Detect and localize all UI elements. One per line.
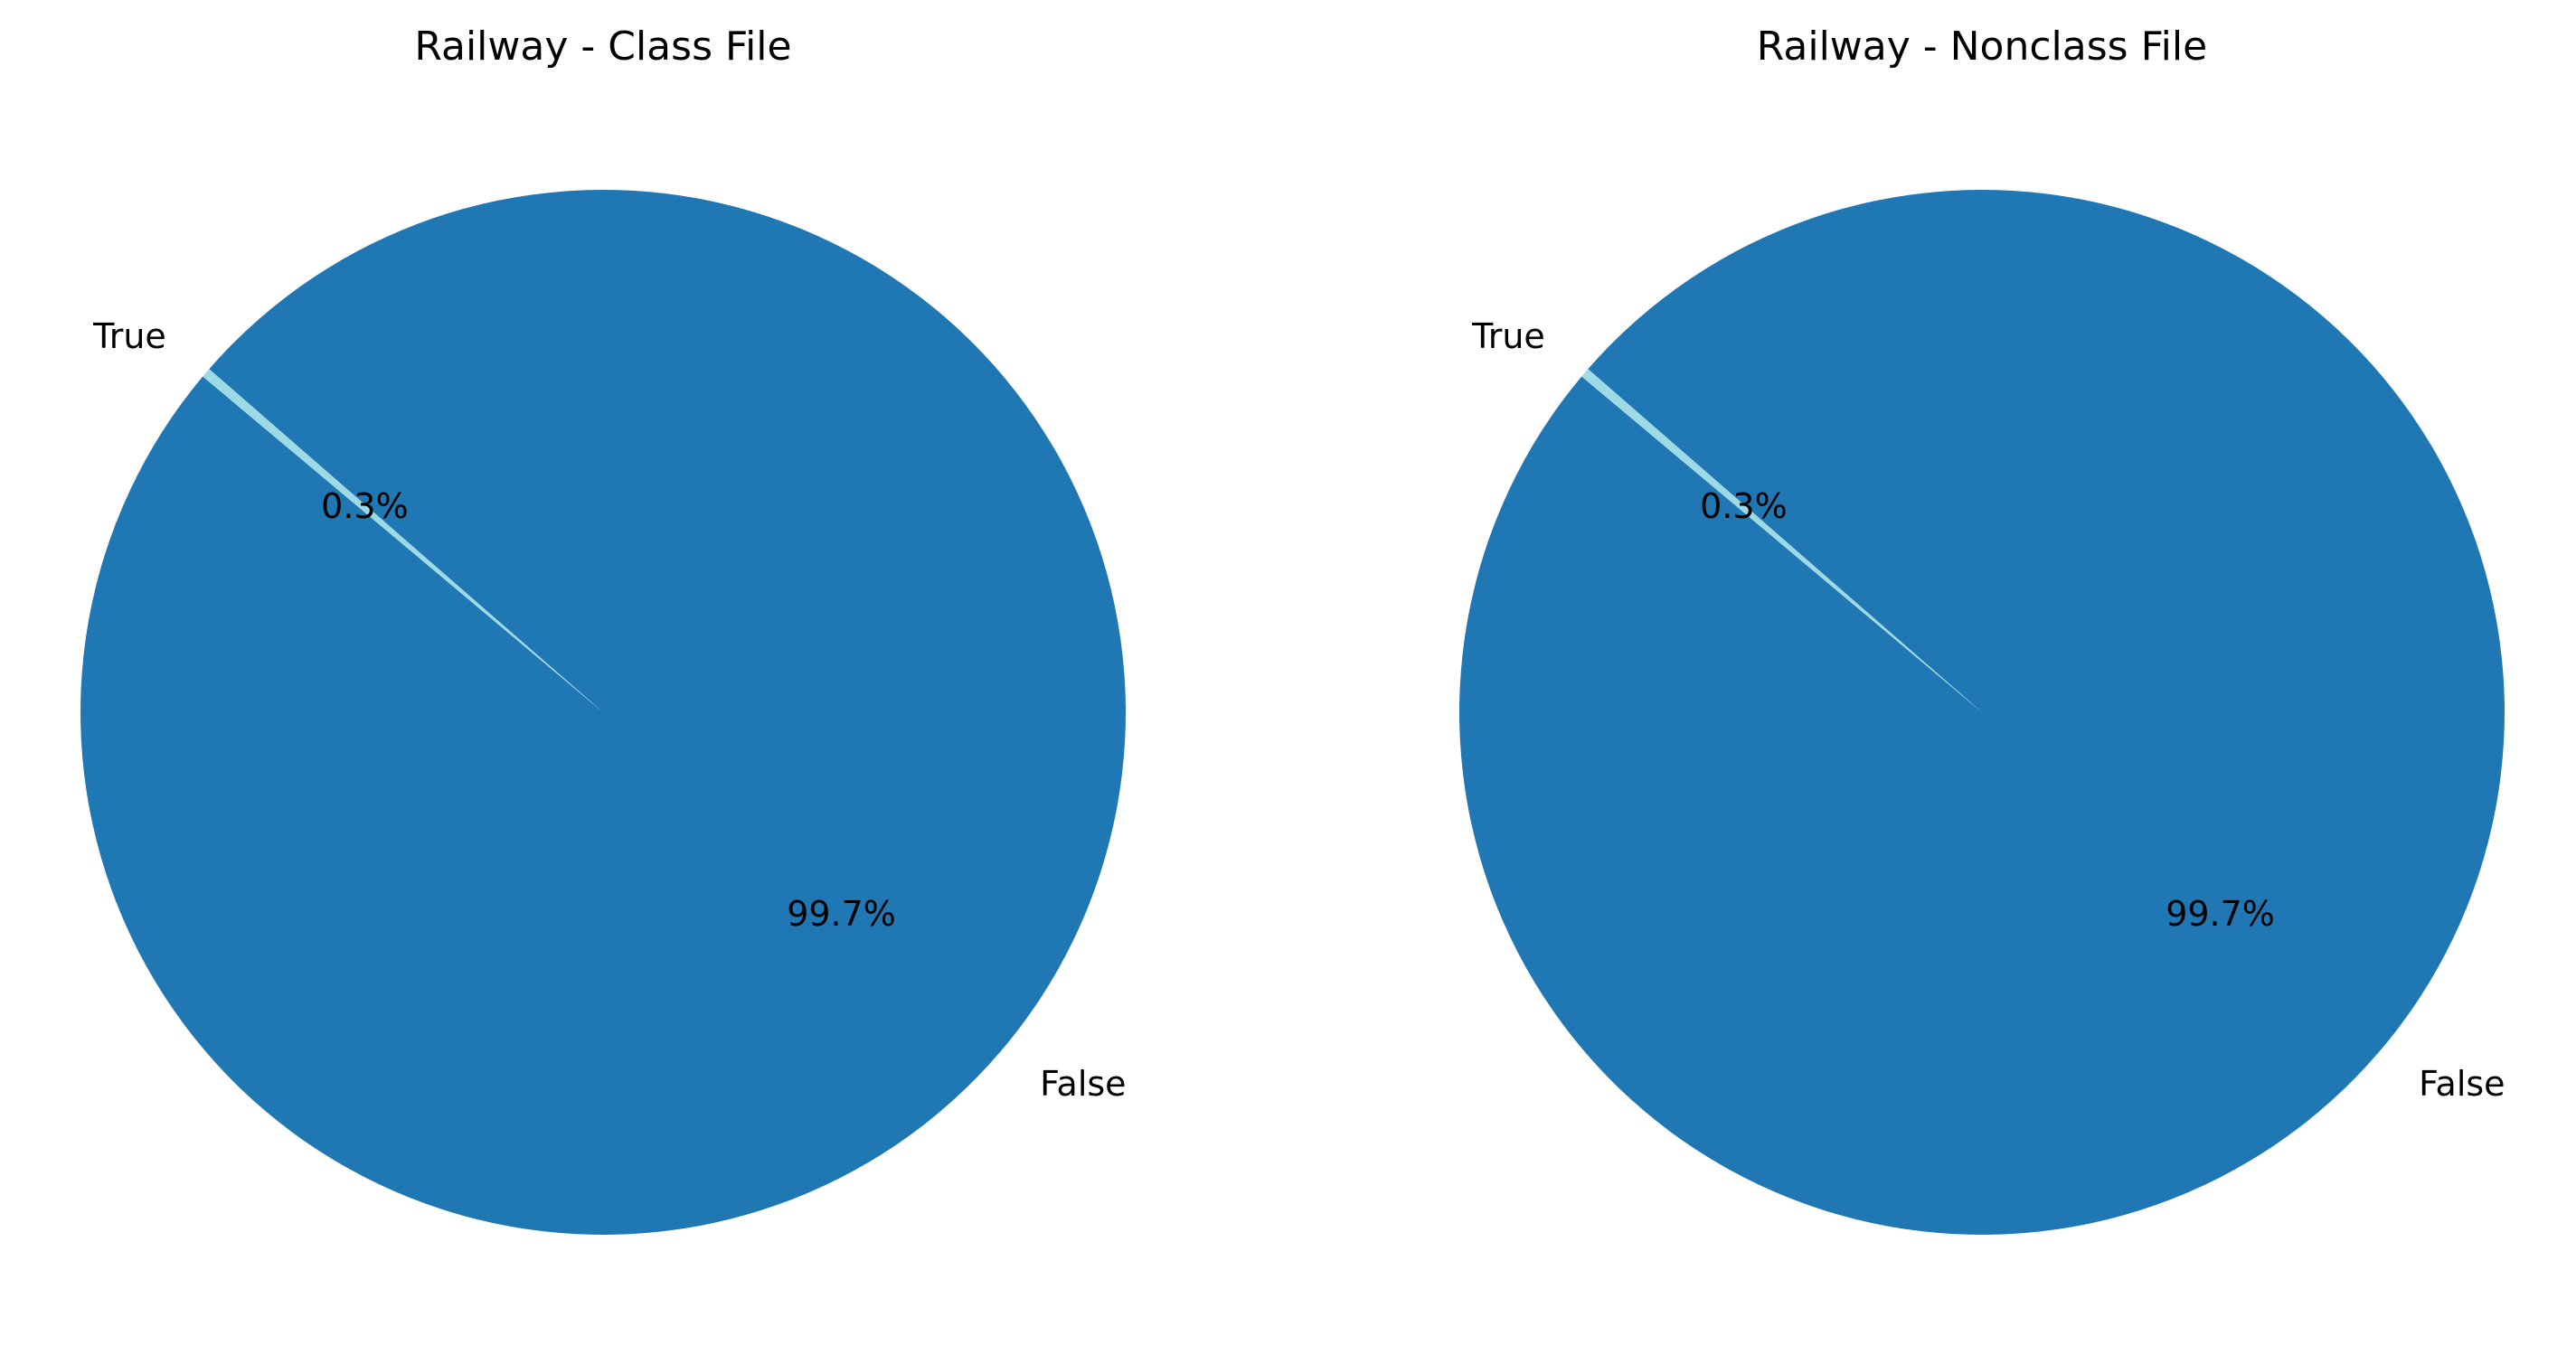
- pie-slices: [80, 189, 1127, 1235]
- pct-label-true: 0.3%: [321, 486, 409, 526]
- pie-labels: False 99.7% True 0.3%: [1471, 316, 2505, 1104]
- pct-label-false: 99.7%: [787, 894, 896, 934]
- pie-chart-nonclass-file: Railway - Nonclass File False 99.7% True 0.…: [1459, 24, 2505, 1235]
- pie-chart-class-file: Railway - Class File False 99.7% True 0.3%: [80, 24, 1127, 1235]
- slice-label-false: False: [1040, 1064, 1126, 1104]
- pie-slice-true: [1581, 369, 1982, 712]
- pie-slice-true: [203, 369, 603, 712]
- pie-slice-false: [80, 189, 1127, 1235]
- slice-label-false: False: [2419, 1064, 2505, 1104]
- chart-title: Railway - Class File: [414, 24, 791, 70]
- slice-label-true: True: [92, 316, 166, 356]
- pie-labels: False 99.7% True 0.3%: [92, 316, 1126, 1104]
- slice-label-true: True: [1471, 316, 1545, 356]
- pct-label-false: 99.7%: [2166, 894, 2275, 934]
- chart-title: Railway - Nonclass File: [1757, 24, 2207, 70]
- pct-label-true: 0.3%: [1700, 486, 1788, 526]
- pie-slices: [1459, 189, 2505, 1235]
- pie-slice-false: [1459, 189, 2505, 1235]
